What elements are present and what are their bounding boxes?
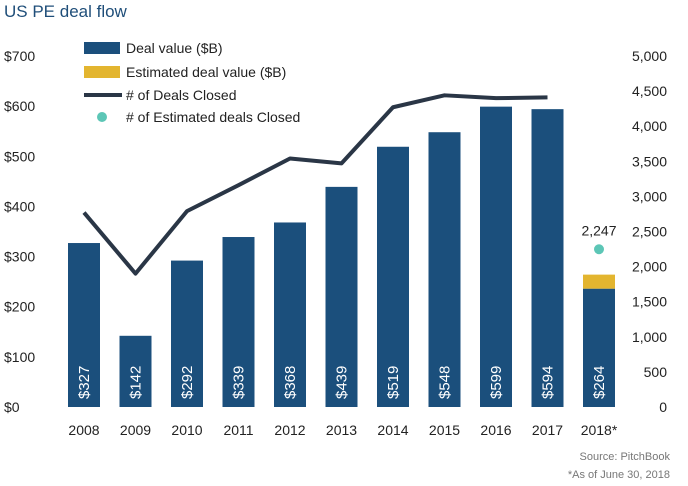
- right-tick-label: 3,000: [632, 188, 667, 204]
- bar-value-label: $439: [334, 366, 351, 399]
- deal-value-bar: [68, 243, 100, 407]
- chart-title: US PE deal flow: [4, 2, 127, 21]
- deal-value-bar: [274, 222, 306, 407]
- deal-value-bar: [428, 132, 461, 407]
- category-label: 2008: [68, 422, 99, 438]
- left-tick-label: $400: [4, 198, 35, 214]
- left-tick-label: $600: [4, 98, 35, 114]
- left-tick-label: $0: [4, 399, 20, 415]
- estimated-deals-point: [594, 244, 604, 255]
- right-tick-label: 2,000: [632, 259, 667, 275]
- category-label: 2015: [429, 422, 460, 438]
- bar-value-label: $519: [385, 366, 402, 399]
- legend-swatch-deal-value: [84, 42, 120, 54]
- estimated-deals-label: 2,247: [581, 222, 616, 238]
- right-tick-label: 4,500: [632, 83, 667, 99]
- deal-value-bar: [480, 106, 512, 407]
- deals-closed-line: [82, 93, 548, 276]
- category-label: 2009: [120, 422, 151, 438]
- right-tick-label: 2,500: [632, 224, 667, 240]
- left-tick-label: $300: [4, 249, 35, 265]
- left-tick-label: $200: [4, 299, 35, 315]
- deal-value-bar: [377, 146, 409, 407]
- right-tick-label: 4,000: [632, 118, 667, 134]
- category-label: 2017: [532, 422, 563, 438]
- legend-label: Deal value ($B): [126, 40, 223, 56]
- left-tick-label: $100: [4, 349, 35, 365]
- footnote: *As of June 30, 2018: [567, 469, 670, 481]
- category-label: 2014: [377, 422, 408, 438]
- category-label: 2010: [171, 422, 202, 438]
- deal-value-bar: [222, 237, 255, 407]
- legend-label: # of Estimated deals Closed: [126, 109, 300, 125]
- legend-label: # of Deals Closed: [126, 87, 237, 103]
- category-label: 2011: [223, 422, 253, 438]
- bar-value-label: $368: [282, 366, 299, 399]
- deal-value-bar: [325, 186, 358, 407]
- bar-value-label: $264: [591, 366, 608, 399]
- source-note: Source: PitchBook: [579, 451, 671, 463]
- right-tick-label: 1,500: [632, 294, 667, 310]
- deal-value-bar: [531, 109, 564, 407]
- right-tick-label: 500: [644, 364, 668, 380]
- left-tick-label: $700: [4, 48, 35, 64]
- right-tick-label: 0: [659, 399, 667, 415]
- category-label: 2018*: [581, 422, 618, 438]
- bar-value-label: $339: [231, 366, 248, 399]
- category-label: 2013: [326, 422, 357, 438]
- deal-value-bar: [583, 288, 615, 407]
- right-tick-label: 5,000: [632, 48, 667, 64]
- bar-value-label: $599: [488, 366, 505, 399]
- legend-swatch-estimated-deals: [97, 112, 107, 122]
- deal-value-bar: [119, 335, 152, 407]
- legend-label: Estimated deal value ($B): [126, 64, 286, 80]
- left-tick-label: $500: [4, 148, 35, 164]
- estimated-value-bar: [583, 274, 615, 289]
- category-label: 2012: [274, 422, 305, 438]
- right-tick-label: 1,000: [632, 329, 667, 345]
- bar-value-label: $594: [540, 366, 557, 399]
- right-tick-label: 3,500: [632, 153, 667, 169]
- category-label: 2016: [480, 422, 511, 438]
- bar-value-label: $292: [179, 366, 196, 399]
- legend-swatch-estimated-value: [84, 66, 120, 78]
- bar-value-label: $548: [437, 366, 454, 399]
- deal-value-bar: [171, 260, 203, 407]
- bar-value-label: $327: [76, 366, 93, 399]
- bar-value-label: $142: [128, 366, 145, 399]
